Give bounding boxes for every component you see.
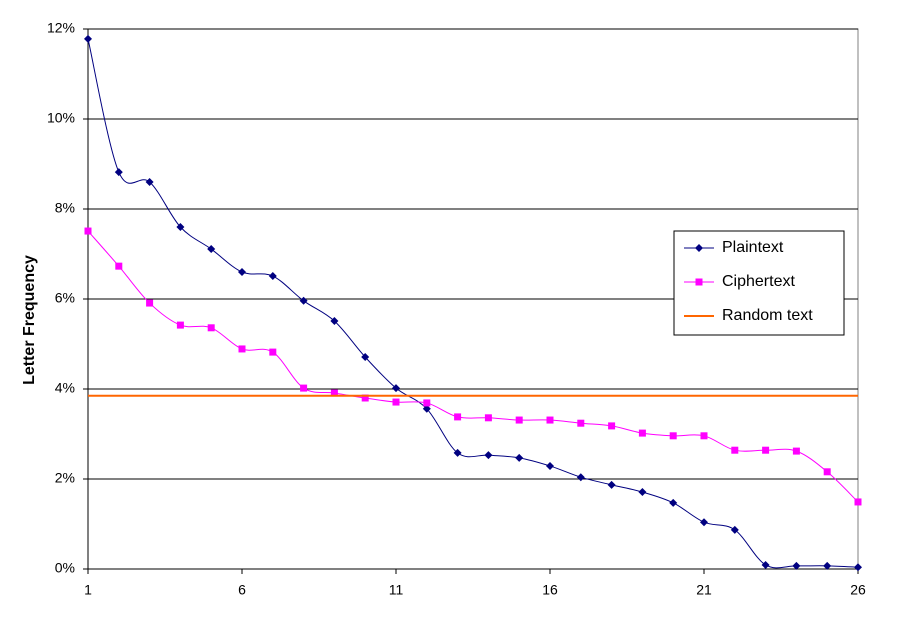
marker: [546, 461, 554, 470]
marker: [422, 404, 431, 413]
marker: [669, 432, 677, 440]
x-tick-label: 16: [542, 582, 558, 598]
marker: [238, 268, 246, 276]
y-tick-label: 8%: [55, 200, 75, 216]
y-axis-title: Letter Frequency: [21, 255, 38, 385]
legend-label: Ciphertext: [722, 273, 795, 290]
marker: [330, 389, 338, 397]
marker: [207, 324, 215, 332]
marker: [638, 488, 647, 497]
y-tick-label: 0%: [55, 560, 75, 576]
marker: [730, 525, 739, 534]
marker: [176, 223, 185, 231]
x-tick-label: 26: [850, 582, 866, 598]
legend-marker: [695, 244, 703, 252]
marker: [268, 272, 277, 281]
y-tick-label: 10%: [47, 110, 75, 126]
marker: [84, 34, 92, 43]
y-tick-label: 6%: [55, 290, 75, 306]
marker: [269, 348, 277, 356]
marker: [423, 399, 431, 407]
legend-label: Plaintext: [722, 239, 784, 256]
x-tick-label: 21: [696, 582, 712, 598]
marker: [361, 394, 369, 402]
marker: [392, 398, 400, 406]
marker: [330, 317, 339, 326]
marker: [515, 416, 523, 424]
marker: [638, 429, 646, 437]
marker: [176, 321, 184, 329]
marker: [145, 178, 154, 186]
marker: [607, 480, 616, 489]
marker: [84, 227, 92, 235]
marker: [577, 419, 585, 427]
series-line: [87, 38, 859, 569]
marker: [823, 468, 831, 476]
marker: [792, 447, 800, 455]
marker: [669, 498, 678, 507]
marker: [608, 422, 616, 430]
marker: [484, 451, 493, 460]
marker: [207, 245, 216, 254]
marker: [546, 416, 554, 424]
marker: [392, 384, 400, 393]
y-tick-label: 2%: [55, 470, 75, 486]
marker: [700, 518, 708, 527]
legend-marker: [695, 278, 703, 286]
marker: [300, 384, 308, 392]
marker: [238, 345, 246, 353]
legend-label: Random text: [722, 307, 813, 324]
marker: [114, 168, 123, 177]
marker: [484, 414, 492, 422]
x-tick-label: 11: [389, 582, 404, 598]
marker: [576, 473, 585, 482]
marker: [361, 353, 370, 362]
marker: [115, 262, 123, 270]
y-tick-label: 4%: [55, 380, 75, 396]
x-tick-label: 1: [84, 582, 92, 598]
marker: [792, 561, 801, 570]
marker: [299, 296, 308, 305]
y-tick-label: 12%: [47, 20, 75, 36]
marker: [146, 299, 154, 307]
marker: [731, 446, 739, 454]
marker: [854, 498, 862, 506]
marker: [761, 560, 770, 569]
marker: [823, 561, 832, 570]
marker: [453, 448, 462, 457]
marker: [854, 563, 862, 572]
marker: [454, 413, 462, 421]
x-tick-label: 6: [238, 582, 246, 598]
marker: [762, 446, 770, 454]
marker: [700, 432, 708, 440]
marker: [515, 453, 524, 462]
